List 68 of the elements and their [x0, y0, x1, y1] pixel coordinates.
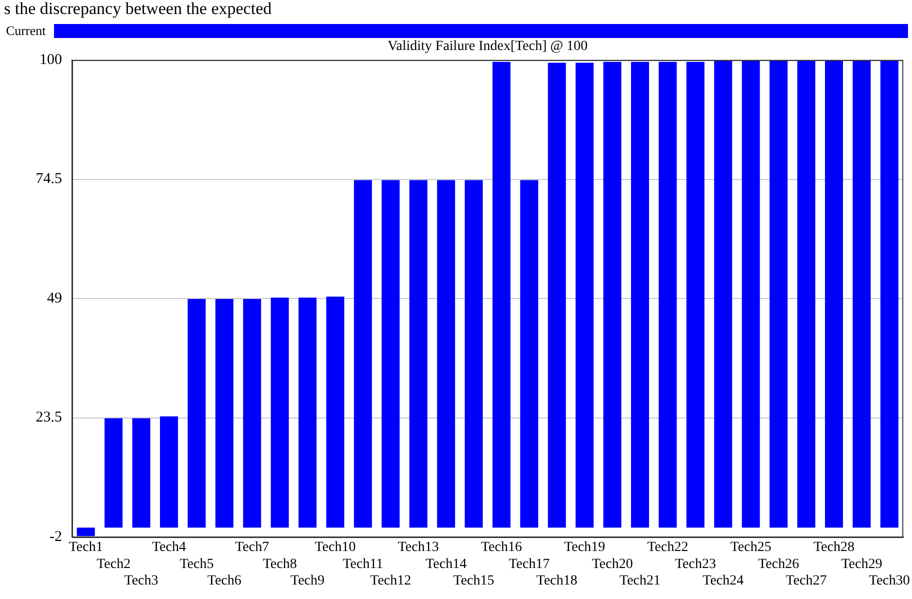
bar: [215, 298, 234, 528]
x-tick-label: Tech16: [480, 540, 522, 556]
x-tick-label: Tech24: [702, 574, 744, 589]
y-tick-label: 100: [40, 52, 62, 68]
x-tick-label: Tech10: [314, 540, 356, 556]
x-tick-label: Tech20: [592, 556, 633, 572]
x-tick-label: Tech12: [370, 574, 412, 589]
bar: [270, 298, 289, 528]
x-tick-label: Tech13: [398, 540, 439, 556]
bar: [631, 62, 650, 528]
bar: [354, 180, 372, 528]
x-tick-label: Tech9: [290, 574, 325, 589]
x-tick-label: Tech30: [868, 574, 910, 589]
bar: [326, 296, 344, 528]
x-tick-label: Tech27: [786, 574, 827, 589]
x-tick-label: Tech21: [620, 574, 661, 589]
x-tick-label: Tech1: [68, 540, 103, 556]
y-tick-label: 74.5: [36, 171, 62, 188]
text: Current: [6, 23, 46, 39]
x-tick-label: Tech22: [647, 540, 688, 556]
x-tick-label: Tech2: [96, 556, 131, 572]
bar: [437, 180, 456, 528]
x-tick-label: Tech25: [730, 540, 772, 556]
x-tick-label: Tech28: [813, 540, 854, 556]
x-tick-label: Tech26: [758, 556, 800, 572]
x-tick-label: Tech14: [426, 556, 467, 572]
bar: [714, 60, 732, 528]
bar: [658, 62, 677, 528]
bar: [492, 62, 510, 528]
x-tick-label: Tech11: [342, 556, 384, 572]
bar: [298, 298, 317, 528]
bar: [603, 62, 622, 528]
bar: [686, 62, 704, 528]
chart-title: Validity Failure Index[Tech] @ 100: [388, 39, 588, 54]
bar: [76, 528, 95, 536]
bar: [409, 180, 428, 528]
x-tick-label: Tech17: [508, 556, 550, 572]
x-tick-label: Tech15: [453, 574, 494, 589]
bar: [464, 180, 483, 528]
bar: [576, 62, 594, 528]
y-tick-label: 49: [47, 290, 62, 306]
bar: [188, 298, 206, 528]
x-tick-label: Tech7: [235, 540, 270, 556]
x-tick-label: Tech29: [841, 556, 882, 572]
x-tick-label: Tech19: [564, 540, 606, 556]
y-tick-label: -2: [50, 528, 62, 545]
bar: [104, 418, 123, 528]
y-tick-label: 23.5: [36, 410, 62, 426]
bar: [160, 416, 178, 528]
x-tick-label: Tech18: [536, 574, 578, 589]
x-tick-label: Tech23: [674, 556, 716, 572]
bar: [548, 62, 566, 528]
x-tick-label: Tech5: [180, 556, 214, 572]
x-tick-label: Tech6: [207, 574, 242, 589]
x-tick-label: Tech3: [124, 574, 158, 589]
bar: [742, 60, 760, 528]
bar: [520, 180, 538, 528]
bar: [824, 60, 843, 528]
bar: [132, 418, 150, 528]
bar: [852, 60, 871, 528]
x-tick-label: Tech8: [262, 556, 297, 572]
text: s the discrepancy between the expected: [4, 0, 272, 18]
bar: [770, 60, 788, 528]
bar: [797, 60, 816, 528]
x-tick-label: Tech4: [152, 540, 186, 556]
bar: [880, 60, 898, 528]
bar: [243, 298, 262, 528]
bar: [382, 180, 400, 528]
